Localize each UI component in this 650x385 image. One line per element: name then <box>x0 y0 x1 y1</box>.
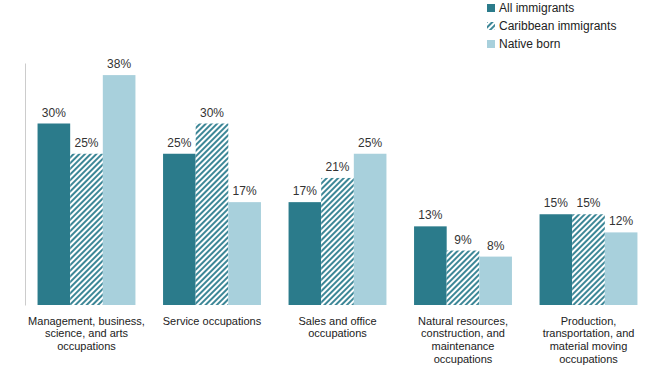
data-labels: 30% 25% 17% 13% 15% 25% 30% 21% 9% 15% 38% 17% 25% 8%… <box>42 57 634 253</box>
x-tick: Sales and officeoccupations <box>298 305 376 339</box>
data-label: 21% <box>325 160 349 174</box>
data-label: 17% <box>233 184 257 198</box>
bar <box>163 154 196 305</box>
x-tick-label: Sales and officeoccupations <box>298 315 376 340</box>
legend-swatch <box>487 40 495 48</box>
x-tick-label: Natural resources,construction, andmaint… <box>418 315 508 365</box>
data-label: 12% <box>609 214 633 228</box>
bar <box>447 251 480 305</box>
bar <box>70 154 103 305</box>
data-label: 30% <box>200 106 224 120</box>
chart: Management, business,science, and artsoc… <box>0 0 650 385</box>
legend-swatch <box>487 22 495 30</box>
legend-label: Native born <box>499 37 560 51</box>
bar <box>38 124 71 306</box>
legend-label: All immigrants <box>499 1 574 15</box>
x-axis: Management, business,science, and artsoc… <box>28 305 634 365</box>
data-label: 38% <box>107 57 131 71</box>
bars <box>38 75 638 305</box>
bar <box>354 154 387 305</box>
legend: All immigrants Caribbean immigrants Native… <box>487 1 616 51</box>
data-label: 15% <box>576 196 600 210</box>
x-tick-label: Service occupations <box>163 315 262 327</box>
data-label: 25% <box>167 136 191 150</box>
x-tick-label: Management, business,science, and artsoc… <box>28 315 145 352</box>
x-tick: Production,transportation, andmaterial m… <box>543 305 635 365</box>
y-axis <box>25 64 26 306</box>
bar <box>103 75 136 305</box>
x-tick: Service occupations <box>163 305 262 327</box>
bar <box>540 214 573 305</box>
bar <box>572 214 605 305</box>
y-axis-line <box>25 64 26 306</box>
bar <box>196 124 229 306</box>
x-tick: Natural resources,construction, andmaint… <box>418 305 508 365</box>
data-label: 25% <box>358 136 382 150</box>
data-label: 8% <box>487 239 505 253</box>
x-tick: Management, business,science, and artsoc… <box>28 305 145 352</box>
legend-swatch <box>487 4 495 12</box>
bar <box>321 178 354 305</box>
data-label: 30% <box>42 106 66 120</box>
bar <box>479 257 512 305</box>
bar <box>289 202 322 305</box>
legend-item: Caribbean immigrants <box>487 19 616 33</box>
bar <box>414 226 447 305</box>
data-label: 25% <box>74 136 98 150</box>
legend-label: Caribbean immigrants <box>499 19 616 33</box>
data-label: 15% <box>544 196 568 210</box>
data-label: 9% <box>454 233 472 247</box>
x-tick-label: Production,transportation, andmaterial m… <box>543 315 635 365</box>
bar <box>605 232 638 305</box>
legend-item: Native born <box>487 37 560 51</box>
legend-item: All immigrants <box>487 1 574 15</box>
data-label: 17% <box>293 184 317 198</box>
data-label: 13% <box>418 208 442 222</box>
bar <box>228 202 261 305</box>
